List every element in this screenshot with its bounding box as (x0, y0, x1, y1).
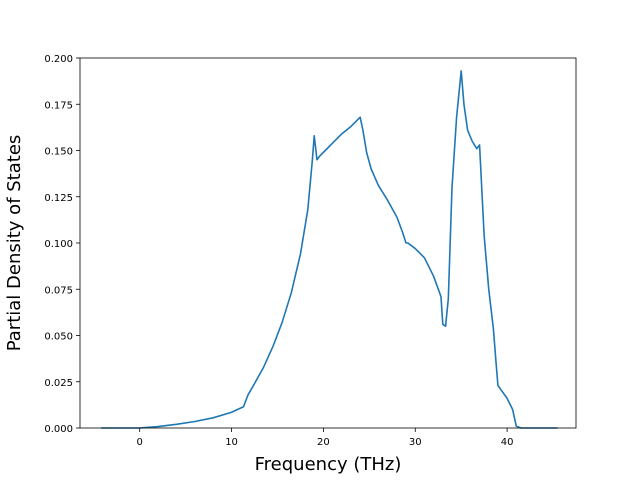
y-tick-label: 0.200 (44, 54, 73, 65)
x-tick-label: 10 (225, 437, 238, 448)
y-tick-label: 0.075 (44, 285, 73, 296)
y-tick-label: 0.175 (44, 100, 73, 111)
x-tick-label: 0 (137, 437, 143, 448)
y-tick-label: 0.150 (44, 147, 73, 158)
y-tick-label: 0.125 (44, 193, 73, 204)
y-axis-ticks: 0.000 0.025 0.050 0.075 0.100 0.125 0.150 0.175… (44, 54, 80, 435)
x-tick-label: 20 (317, 437, 330, 448)
y-tick-label: 0.000 (44, 424, 73, 435)
x-tick-label: 30 (409, 437, 422, 448)
y-axis-label: Partial Density of States (4, 135, 25, 352)
y-tick-label: 0.050 (44, 332, 73, 343)
plot-frame (79, 57, 577, 429)
x-axis-ticks: 0 10 20 30 40 (137, 428, 514, 448)
x-axis-label: Frequency (THz) (255, 454, 402, 475)
pdos-series-line (101, 70, 558, 429)
plot-background (80, 58, 576, 428)
y-tick-label: 0.025 (44, 378, 73, 389)
x-tick-label: 40 (501, 437, 514, 448)
y-tick-label: 0.100 (44, 239, 73, 250)
